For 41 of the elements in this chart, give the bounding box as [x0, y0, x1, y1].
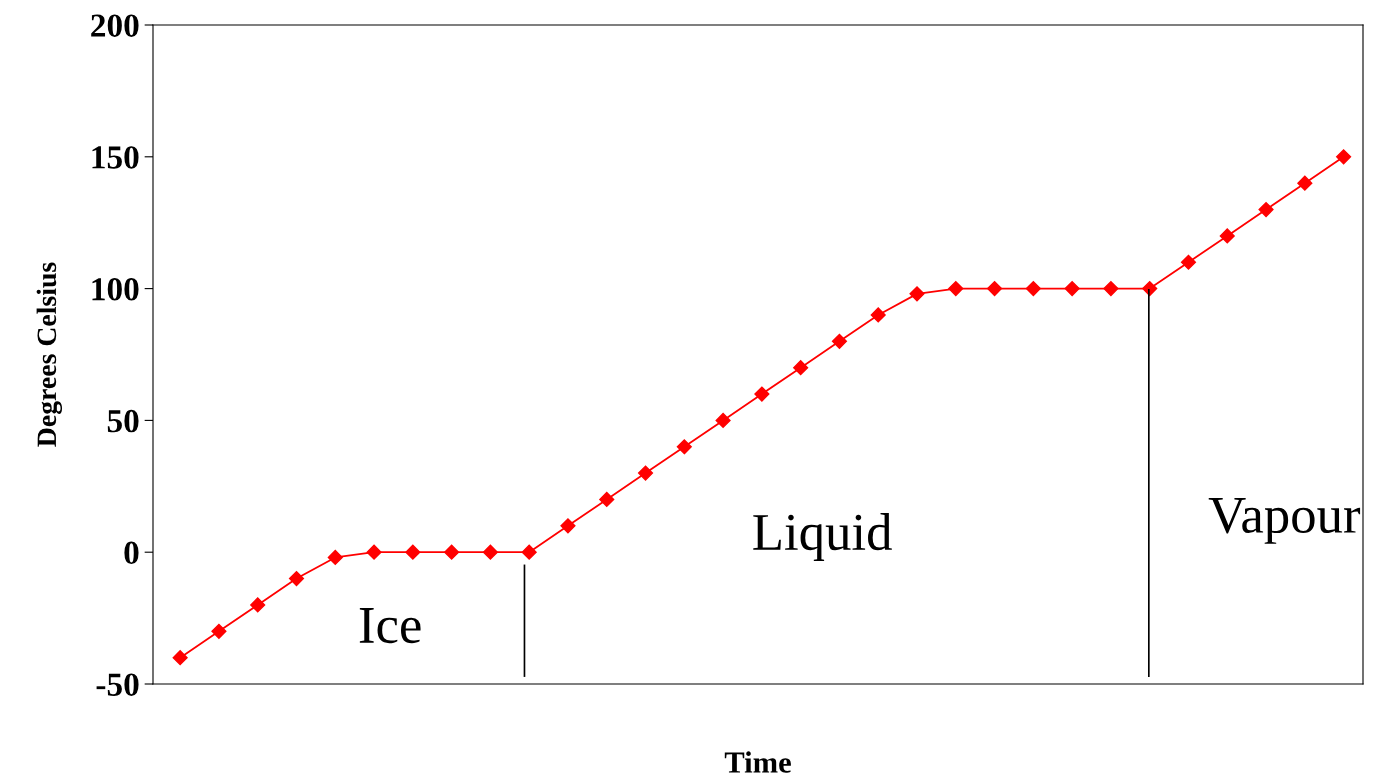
point [1297, 175, 1313, 191]
y-tick-label: 0 [124, 541, 139, 565]
y-tick-label: 50 [107, 409, 139, 433]
point [1219, 228, 1235, 244]
point [754, 386, 770, 402]
point [366, 544, 382, 560]
point [521, 544, 537, 560]
point [637, 465, 654, 481]
x-axis-title: Time [724, 751, 791, 773]
point [327, 549, 343, 566]
point [288, 570, 305, 587]
point [831, 333, 848, 349]
point [1064, 281, 1080, 297]
y-tick-label: 150 [92, 146, 139, 169]
point [444, 544, 460, 560]
y-axis-title: Degrees Celsius [36, 262, 63, 447]
y-tick-label: 200 [91, 14, 139, 37]
annotation: Liquid [753, 513, 892, 561]
point [948, 281, 964, 297]
point [211, 623, 227, 639]
point [250, 597, 266, 613]
point [1258, 201, 1274, 218]
point [560, 518, 576, 534]
point [405, 544, 421, 560]
point [909, 286, 925, 302]
point [172, 650, 188, 666]
point [676, 439, 692, 455]
point [870, 307, 886, 323]
point [987, 281, 1003, 297]
y-tick-label: 100 [92, 278, 139, 301]
point [715, 412, 731, 428]
point [482, 544, 498, 560]
point [1180, 254, 1197, 270]
point [1336, 149, 1352, 165]
annotation: Ice [359, 608, 421, 644]
point [1025, 281, 1041, 297]
annotation: Vapour [1208, 498, 1361, 544]
point [793, 360, 809, 376]
point [1103, 281, 1119, 297]
y-tick-label: -50 [96, 673, 139, 696]
point [599, 491, 615, 508]
